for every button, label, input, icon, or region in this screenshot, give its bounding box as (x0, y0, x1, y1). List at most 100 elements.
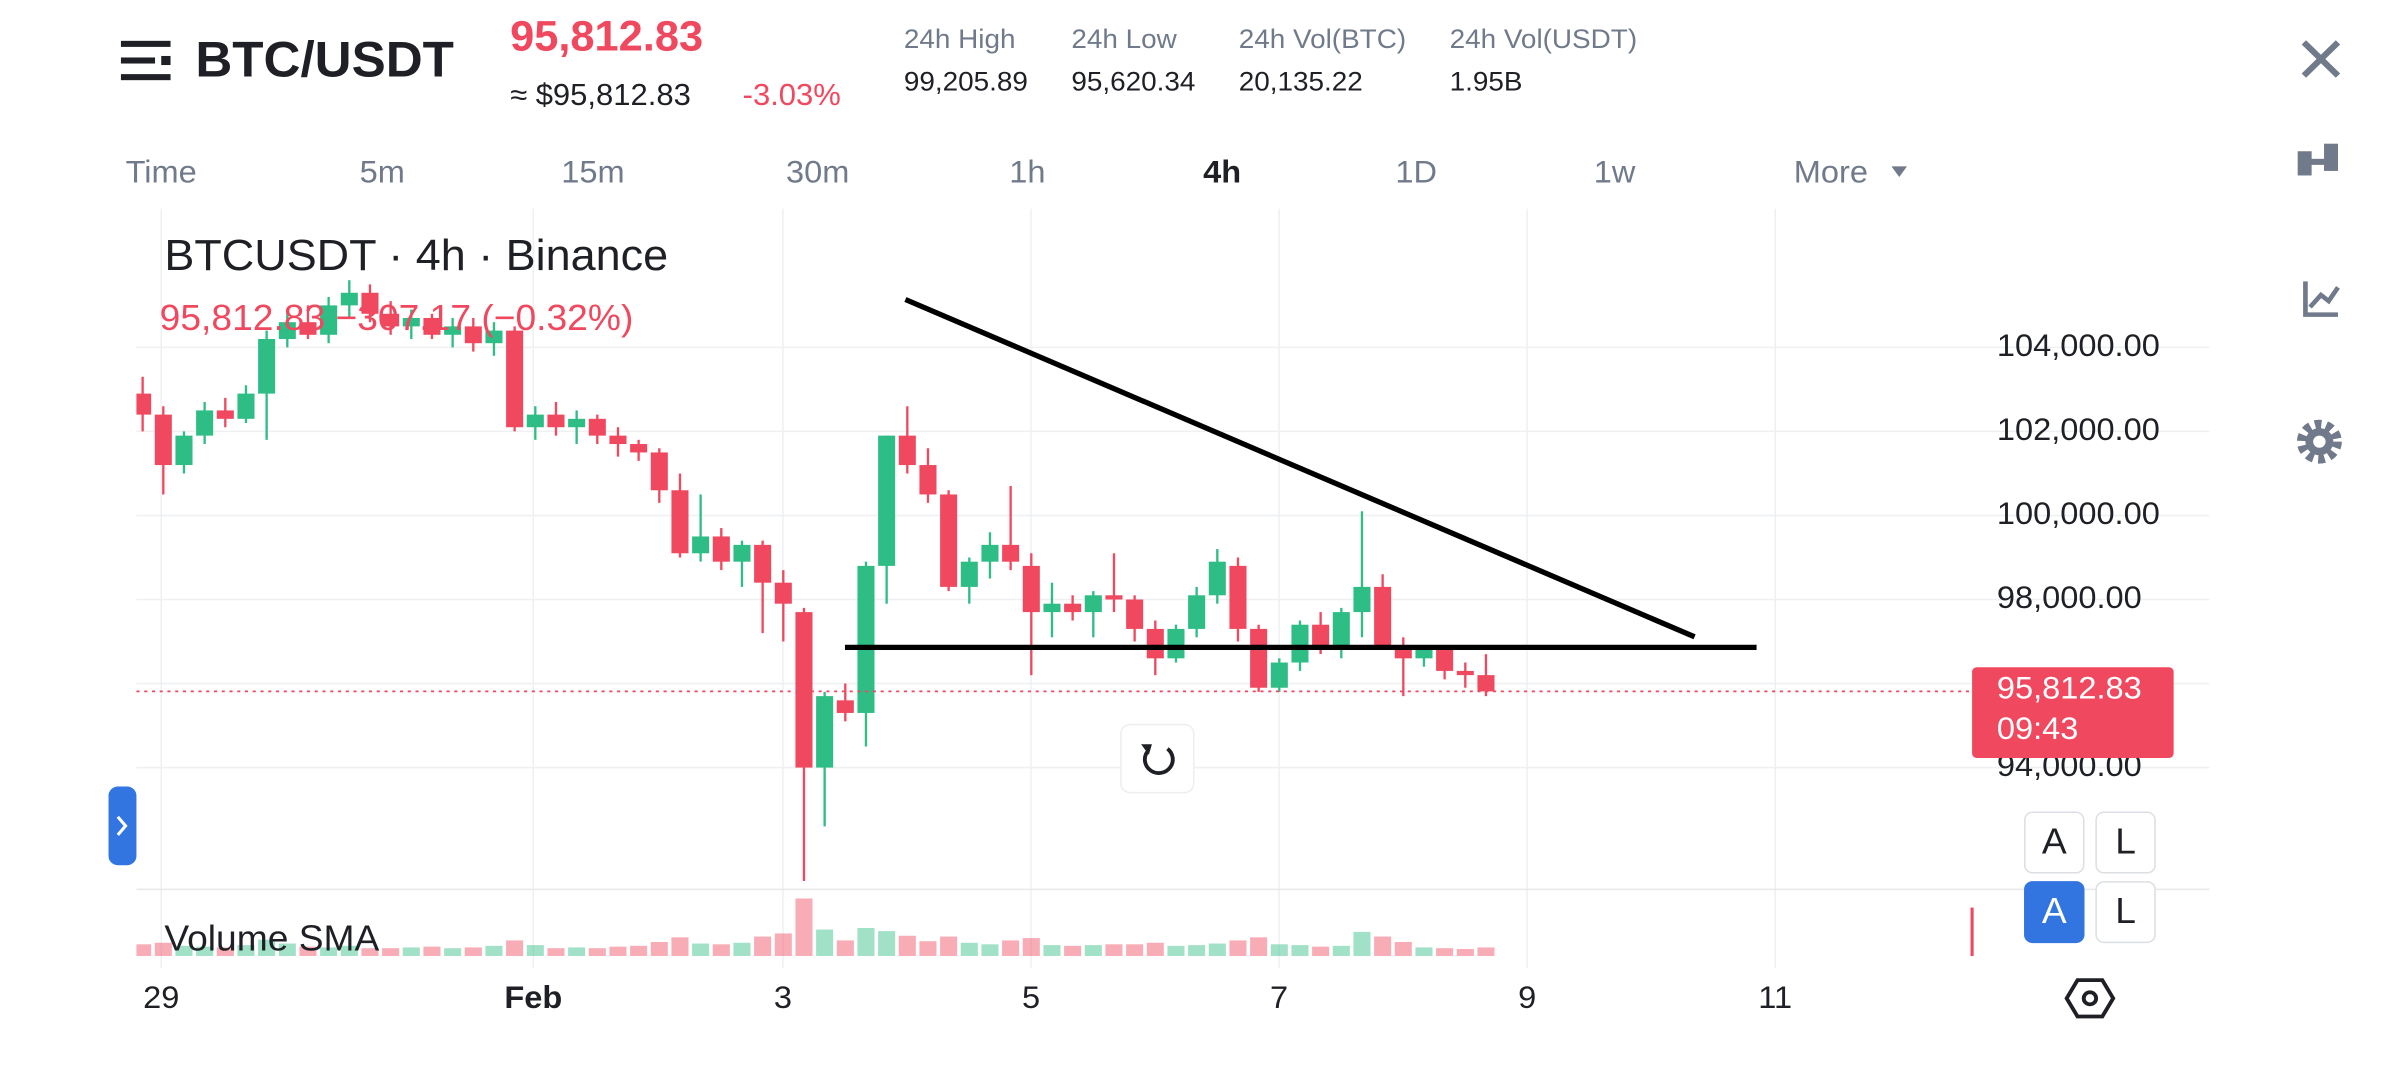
y-tick-label: 100,000.00 (1997, 495, 2160, 531)
y-tick-label: 102,000.00 (1997, 411, 2160, 447)
volume-bar (919, 941, 937, 956)
volume-bar (136, 944, 152, 956)
candle-body (299, 322, 317, 335)
candle-body (568, 418, 586, 428)
candle-body (485, 330, 503, 344)
scale-button-label[interactable]: A (2042, 821, 2067, 861)
volume-bar (609, 946, 627, 956)
candle-body (1208, 561, 1226, 596)
candle-body (650, 452, 668, 491)
x-tick-label: 11 (1758, 980, 1792, 1016)
interval-tab[interactable]: 1h (1009, 154, 1045, 190)
interval-tab[interactable]: 15m (561, 154, 624, 190)
volume-bar (1064, 945, 1082, 956)
fiat-price: ≈ $95,812.83 (510, 78, 691, 112)
candle-body (836, 700, 854, 713)
candle-body (1332, 612, 1350, 650)
volume-bar (1332, 945, 1350, 956)
x-tick-label: 3 (774, 980, 792, 1016)
candle-body (1167, 628, 1185, 659)
scale-button[interactable] (2095, 811, 2156, 874)
interval-tab[interactable]: More (1794, 154, 1868, 190)
volume-bar (1126, 944, 1144, 956)
candle-body (588, 418, 606, 436)
candle-body (692, 536, 710, 554)
candle-body (919, 465, 937, 495)
last-price: 95,812.83 (510, 13, 703, 60)
candle-body (136, 393, 152, 415)
volume-bar (1167, 945, 1185, 956)
volume-bar (1291, 945, 1309, 956)
candle-body (1374, 586, 1392, 646)
volume-bar (816, 929, 834, 956)
volume-bar (547, 948, 565, 956)
interval-tab[interactable]: 30m (786, 154, 849, 190)
interval-tab[interactable]: 1D (1395, 154, 1437, 190)
volume-bar (1002, 940, 1020, 956)
stat-label: 24h High (904, 23, 1016, 54)
scale-button[interactable] (2095, 881, 2156, 944)
candle-body (1353, 586, 1371, 613)
candle-body (1105, 595, 1123, 600)
candles (136, 280, 1495, 882)
volume-bar (1188, 945, 1206, 956)
x-tick-label: 9 (1518, 980, 1536, 1016)
volume-bar (485, 945, 503, 956)
candle-body (423, 317, 441, 335)
volume-bar (1105, 944, 1123, 956)
volume-bar (1084, 945, 1102, 956)
candle-body (547, 414, 565, 428)
volume-bar (175, 945, 193, 956)
candle-body (1312, 624, 1330, 650)
candle-body (175, 435, 193, 466)
candle-body (1436, 649, 1454, 671)
volume-bar (340, 945, 358, 956)
pair[interactable]: BTC/USDT (195, 31, 454, 87)
interval-tab[interactable]: 1w (1594, 154, 1636, 190)
scale-button[interactable] (2024, 811, 2085, 874)
settings-icon[interactable] (2296, 419, 2342, 464)
candle-body (609, 435, 627, 445)
interval-tab[interactable]: 4h (1203, 154, 1241, 190)
volume-bar (940, 936, 958, 956)
volume-bar (671, 937, 689, 956)
x-tick-label: Feb (504, 980, 562, 1016)
overlay: 95,812.83 09:43 (136, 667, 2174, 956)
candle-body (1146, 628, 1164, 659)
volume-bar (960, 942, 978, 956)
reset-button[interactable] (1120, 723, 1195, 794)
candle-body (506, 330, 524, 428)
candle-body (1270, 662, 1288, 688)
volume-bar (878, 931, 896, 956)
volume-bar (1229, 940, 1247, 956)
candle-body (816, 696, 834, 768)
candle-icon[interactable] (2297, 143, 2338, 176)
indicator-icon[interactable] (2303, 281, 2340, 317)
menu-icon[interactable] (120, 40, 171, 81)
volume-bar (1312, 946, 1330, 956)
side-toggle[interactable] (108, 786, 137, 866)
volume-bar (237, 945, 255, 956)
interval-tab[interactable]: 5m (360, 154, 405, 190)
scale-button-label[interactable]: A (2042, 891, 2067, 931)
close-icon[interactable] (2301, 40, 2341, 78)
x-tick-label: 7 (1270, 980, 1288, 1016)
candle-body (1250, 628, 1268, 688)
candle-body (154, 414, 172, 466)
y-tick-label: 98,000.00 (1997, 579, 2142, 615)
interval-tab[interactable]: Time (126, 154, 197, 190)
scale-button-label[interactable]: L (2115, 821, 2136, 861)
candle-body (1126, 599, 1144, 629)
scale-button[interactable] (2024, 881, 2085, 944)
settings-hex[interactable] (2064, 978, 2116, 1019)
volume-bar (733, 942, 751, 956)
candle-body (981, 544, 999, 562)
volume-bar (857, 928, 875, 956)
candle-body (1022, 565, 1040, 613)
volume-bar (898, 935, 916, 956)
scale-button-label[interactable]: L (2115, 891, 2136, 931)
candle-body (940, 494, 958, 587)
volume-bar (361, 948, 379, 956)
volume-bar (320, 947, 338, 956)
